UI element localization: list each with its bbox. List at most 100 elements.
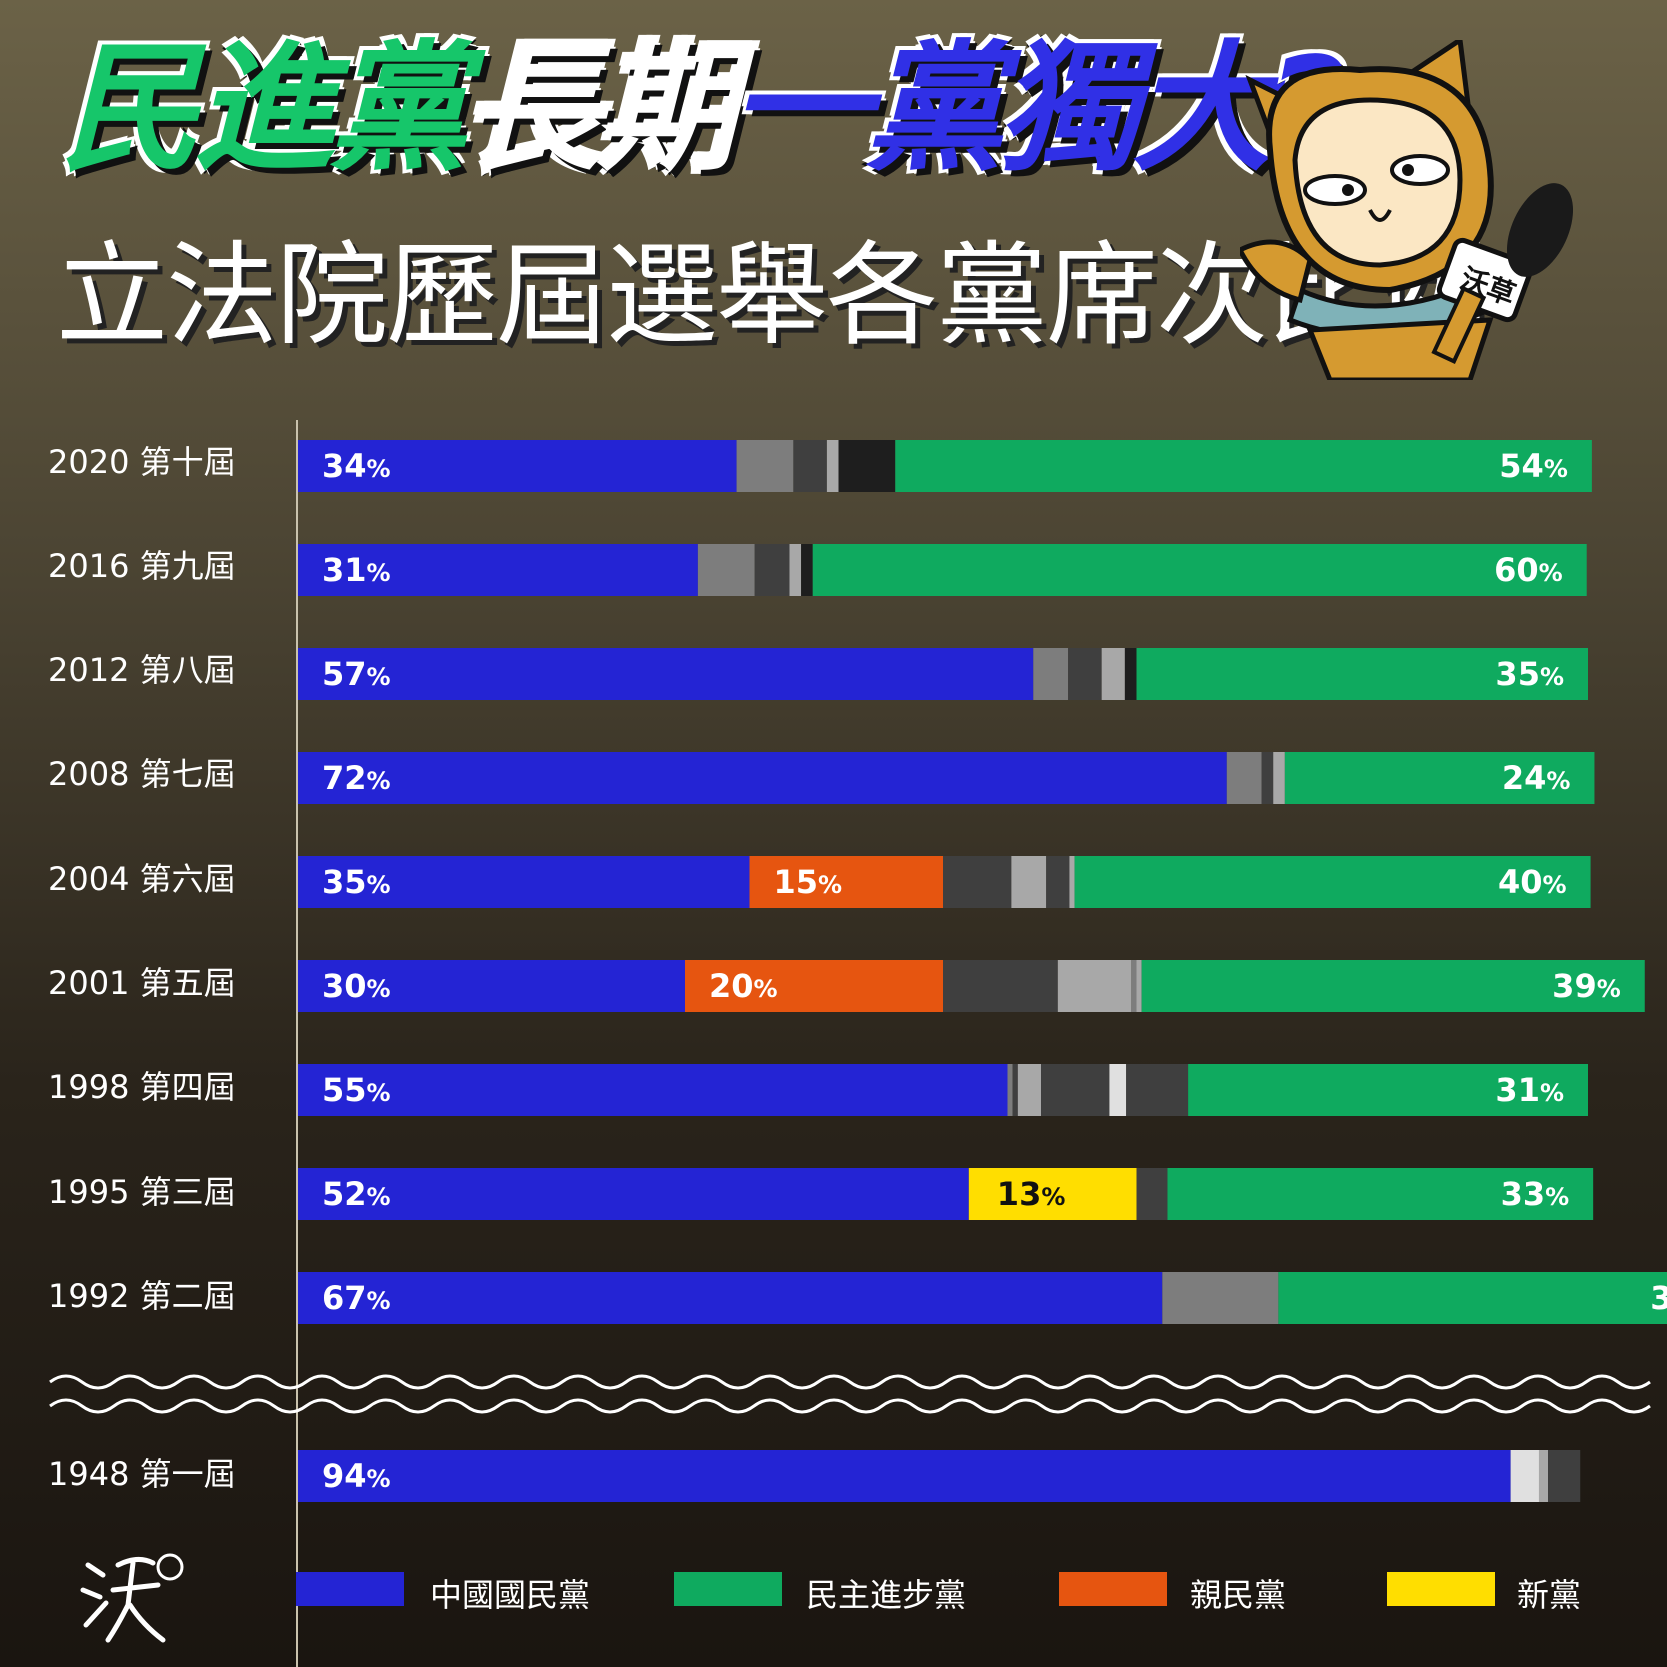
- bar-other-6-5: [1126, 1064, 1189, 1116]
- bar-other-5-2: [1131, 960, 1137, 1012]
- value-label-kmt-7: 52%: [322, 1175, 391, 1213]
- value-label-dpp-7: 33%: [1501, 1175, 1570, 1213]
- bar-other-5-1: [1057, 960, 1132, 1012]
- bar-other-4-3: [1069, 856, 1075, 908]
- value-label-np-7: 13%: [997, 1175, 1066, 1213]
- legend-swatch-dpp: [674, 1572, 782, 1606]
- bar-kmt-9: [298, 1450, 1511, 1502]
- legend-label-np: 新黨: [1517, 1576, 1582, 1614]
- value-label-pfp-5: 20%: [709, 967, 778, 1005]
- mascot-cat-reporter-icon: 沃草: [1240, 40, 1574, 380]
- bar-dpp-6: [1188, 1064, 1588, 1116]
- bar-other-3-2: [1273, 752, 1285, 804]
- bar-kmt-4: [298, 856, 750, 908]
- bar-other-4-1: [1011, 856, 1047, 908]
- bar-other-6-1: [1012, 1064, 1018, 1116]
- bar-kmt-6: [298, 1064, 1008, 1116]
- bar-dpp-0: [895, 440, 1592, 492]
- row-label-2004: 2004 第六屆: [48, 860, 236, 898]
- row-label-1992: 1992 第二屆: [48, 1277, 236, 1315]
- bar-other-6-0: [1007, 1064, 1013, 1116]
- value-label-kmt-4: 35%: [322, 863, 391, 901]
- bar-other-0-3: [838, 440, 896, 492]
- bar-other-7-0: [1136, 1168, 1168, 1220]
- value-label-dpp-2: 35%: [1495, 655, 1564, 693]
- title-part-one-party: 一黨獨大: [728, 28, 1274, 191]
- bar-other-0-1: [793, 440, 827, 492]
- value-label-kmt-6: 55%: [322, 1071, 391, 1109]
- row-label-2020: 2020 第十屆: [48, 443, 236, 481]
- bar-other-9-1: [1538, 1450, 1549, 1502]
- bar-dpp-5: [1141, 960, 1645, 1012]
- value-label-kmt-1: 31%: [322, 551, 391, 589]
- row-label-1995: 1995 第三屆: [48, 1173, 236, 1211]
- axis-break-wave-top: [49, 1374, 1651, 1390]
- axis-break-wave-bottom: [49, 1398, 1651, 1414]
- value-label-kmt-9: 94%: [322, 1457, 391, 1495]
- bar-np-7: [968, 1168, 1137, 1220]
- value-label-kmt-3: 72%: [322, 759, 391, 797]
- bar-other-4-0: [943, 856, 1012, 908]
- bar-other-6-4: [1109, 1064, 1127, 1116]
- bar-other-0-2: [826, 440, 839, 492]
- legend-label-pfp: 親民黨: [1190, 1576, 1287, 1614]
- row-label-2016: 2016 第九屆: [48, 547, 236, 585]
- bar-kmt-0: [298, 440, 737, 492]
- bar-other-0-0: [736, 440, 794, 492]
- row-label-2012: 2012 第八屆: [48, 651, 236, 689]
- legend-label-kmt: 中國國民黨: [430, 1576, 591, 1614]
- row-label-2008: 2008 第七屆: [48, 755, 236, 793]
- bar-other-6-2: [1017, 1064, 1042, 1116]
- bar-other-6-3: [1041, 1064, 1110, 1116]
- value-label-dpp-5: 39%: [1552, 967, 1621, 1005]
- bar-pfp-4: [749, 856, 943, 908]
- bar-dpp-4: [1074, 856, 1591, 908]
- bar-other-3-1: [1261, 752, 1274, 804]
- bar-dpp-2: [1136, 648, 1588, 700]
- value-label-dpp-4: 40%: [1498, 863, 1567, 901]
- row-label-1948: 1948 第一屆: [48, 1455, 236, 1493]
- chart-axis-line: [296, 420, 298, 1667]
- value-label-dpp-3: 24%: [1502, 759, 1571, 797]
- signature-logo-icon: [80, 1553, 184, 1643]
- bar-kmt-3: [298, 752, 1227, 804]
- bar-kmt-5: [298, 960, 685, 1012]
- row-label-1998: 1998 第四屆: [48, 1068, 236, 1106]
- main-title: 民進黨長期一黨獨大?: [58, 38, 1349, 182]
- bar-kmt-2: [298, 648, 1034, 700]
- value-label-dpp-6: 31%: [1495, 1071, 1564, 1109]
- bar-other-5-3: [1136, 960, 1142, 1012]
- value-label-dpp-1: 60%: [1494, 551, 1563, 589]
- value-label-kmt-5: 30%: [322, 967, 391, 1005]
- bar-kmt-7: [298, 1168, 969, 1220]
- bar-other-2-0: [1033, 648, 1069, 700]
- bar-other-4-2: [1046, 856, 1070, 908]
- bar-other-2-1: [1068, 648, 1102, 700]
- bar-other-1-1: [754, 544, 790, 596]
- bar-other-2-2: [1101, 648, 1125, 700]
- value-label-dpp-0: 54%: [1499, 447, 1568, 485]
- bar-dpp-1: [812, 544, 1587, 596]
- bar-other-1-0: [697, 544, 755, 596]
- bar-other-9-0: [1510, 1450, 1539, 1502]
- bar-kmt-1: [298, 544, 698, 596]
- bar-other-5-0: [943, 960, 1058, 1012]
- bar-other-3-0: [1226, 752, 1262, 804]
- title-part-long-term: 長期: [460, 28, 738, 191]
- bar-kmt-8: [298, 1272, 1163, 1324]
- row-label-2001: 2001 第五屆: [48, 964, 236, 1002]
- legend: 中國國民黨 民主進步黨 親民黨 新黨: [0, 1572, 1667, 1614]
- legend-swatch-kmt: [296, 1572, 404, 1606]
- bar-other-1-2: [789, 544, 802, 596]
- bar-other-2-3: [1124, 648, 1137, 700]
- bar-pfp-5: [685, 960, 943, 1012]
- value-label-dpp-8: 36%: [1650, 1279, 1667, 1317]
- title-part-dpp: 民進黨: [58, 28, 470, 191]
- bar-dpp-8: [1278, 1272, 1667, 1324]
- bar-other-1-3: [801, 544, 813, 596]
- value-label-kmt-0: 34%: [322, 447, 391, 485]
- bar-other-8-0: [1162, 1272, 1279, 1324]
- value-label-kmt-2: 57%: [322, 655, 391, 693]
